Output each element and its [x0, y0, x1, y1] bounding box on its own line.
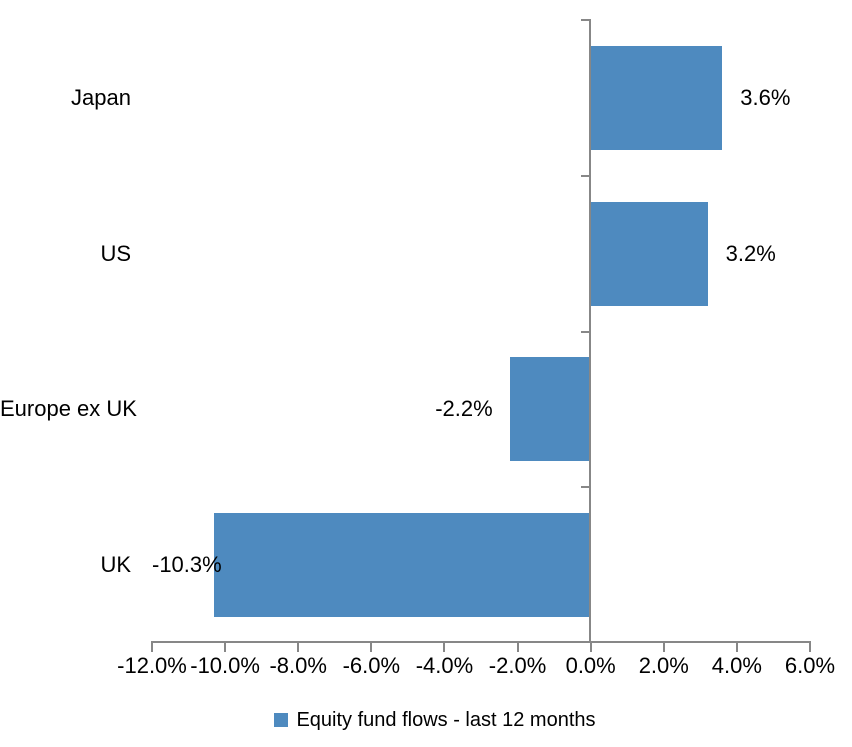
x-tick-label: -12.0%	[117, 653, 187, 678]
x-tick	[809, 643, 811, 652]
bar-japan	[590, 45, 723, 150]
y-tick	[580, 486, 589, 489]
data-label-europe-ex-uk: -2.2%	[435, 396, 493, 422]
y-tick	[580, 330, 589, 333]
x-tick-label: 4.0%	[711, 653, 762, 678]
category-label-uk: UK	[100, 552, 131, 578]
category-label-us: US	[100, 240, 131, 266]
legend: Equity fund flows - last 12 months	[0, 704, 852, 736]
bar-us	[590, 201, 708, 306]
x-axis-line	[151, 641, 811, 643]
x-tick-label: -2.0%	[488, 653, 547, 678]
x-tick-label: -4.0%	[415, 653, 474, 678]
y-tick	[580, 174, 589, 177]
x-tick-label: -10.0%	[190, 653, 260, 678]
legend-marker	[274, 713, 289, 727]
x-tick-label: -8.0%	[269, 653, 327, 678]
category-label-europe-ex-uk: Europe ex UK	[0, 396, 137, 422]
x-tick-label: 6.0%	[784, 653, 836, 678]
x-tick	[662, 643, 665, 652]
x-tick	[370, 643, 373, 652]
x-tick-label: -6.0%	[342, 653, 401, 678]
x-tick-label: 2.0%	[638, 653, 689, 678]
x-tick	[589, 643, 592, 652]
x-tick	[735, 643, 738, 652]
x-tick	[297, 643, 300, 652]
legend-label: Equity fund flows - last 12 months	[296, 709, 596, 731]
x-tick-label: 0.0%	[565, 653, 616, 678]
y-tick	[580, 19, 589, 21]
data-label-us: 3.2%	[725, 240, 776, 266]
x-tick	[516, 643, 519, 652]
x-tick	[151, 643, 153, 652]
y-axis-line	[588, 19, 591, 643]
category-label-japan: Japan	[71, 84, 131, 110]
x-tick	[224, 643, 227, 652]
bar-uk	[214, 513, 591, 618]
bar-europe-ex-uk	[510, 357, 591, 462]
data-label-uk: -10.3%	[152, 552, 222, 578]
x-tick	[443, 643, 446, 652]
data-label-japan: 3.6%	[740, 84, 791, 110]
